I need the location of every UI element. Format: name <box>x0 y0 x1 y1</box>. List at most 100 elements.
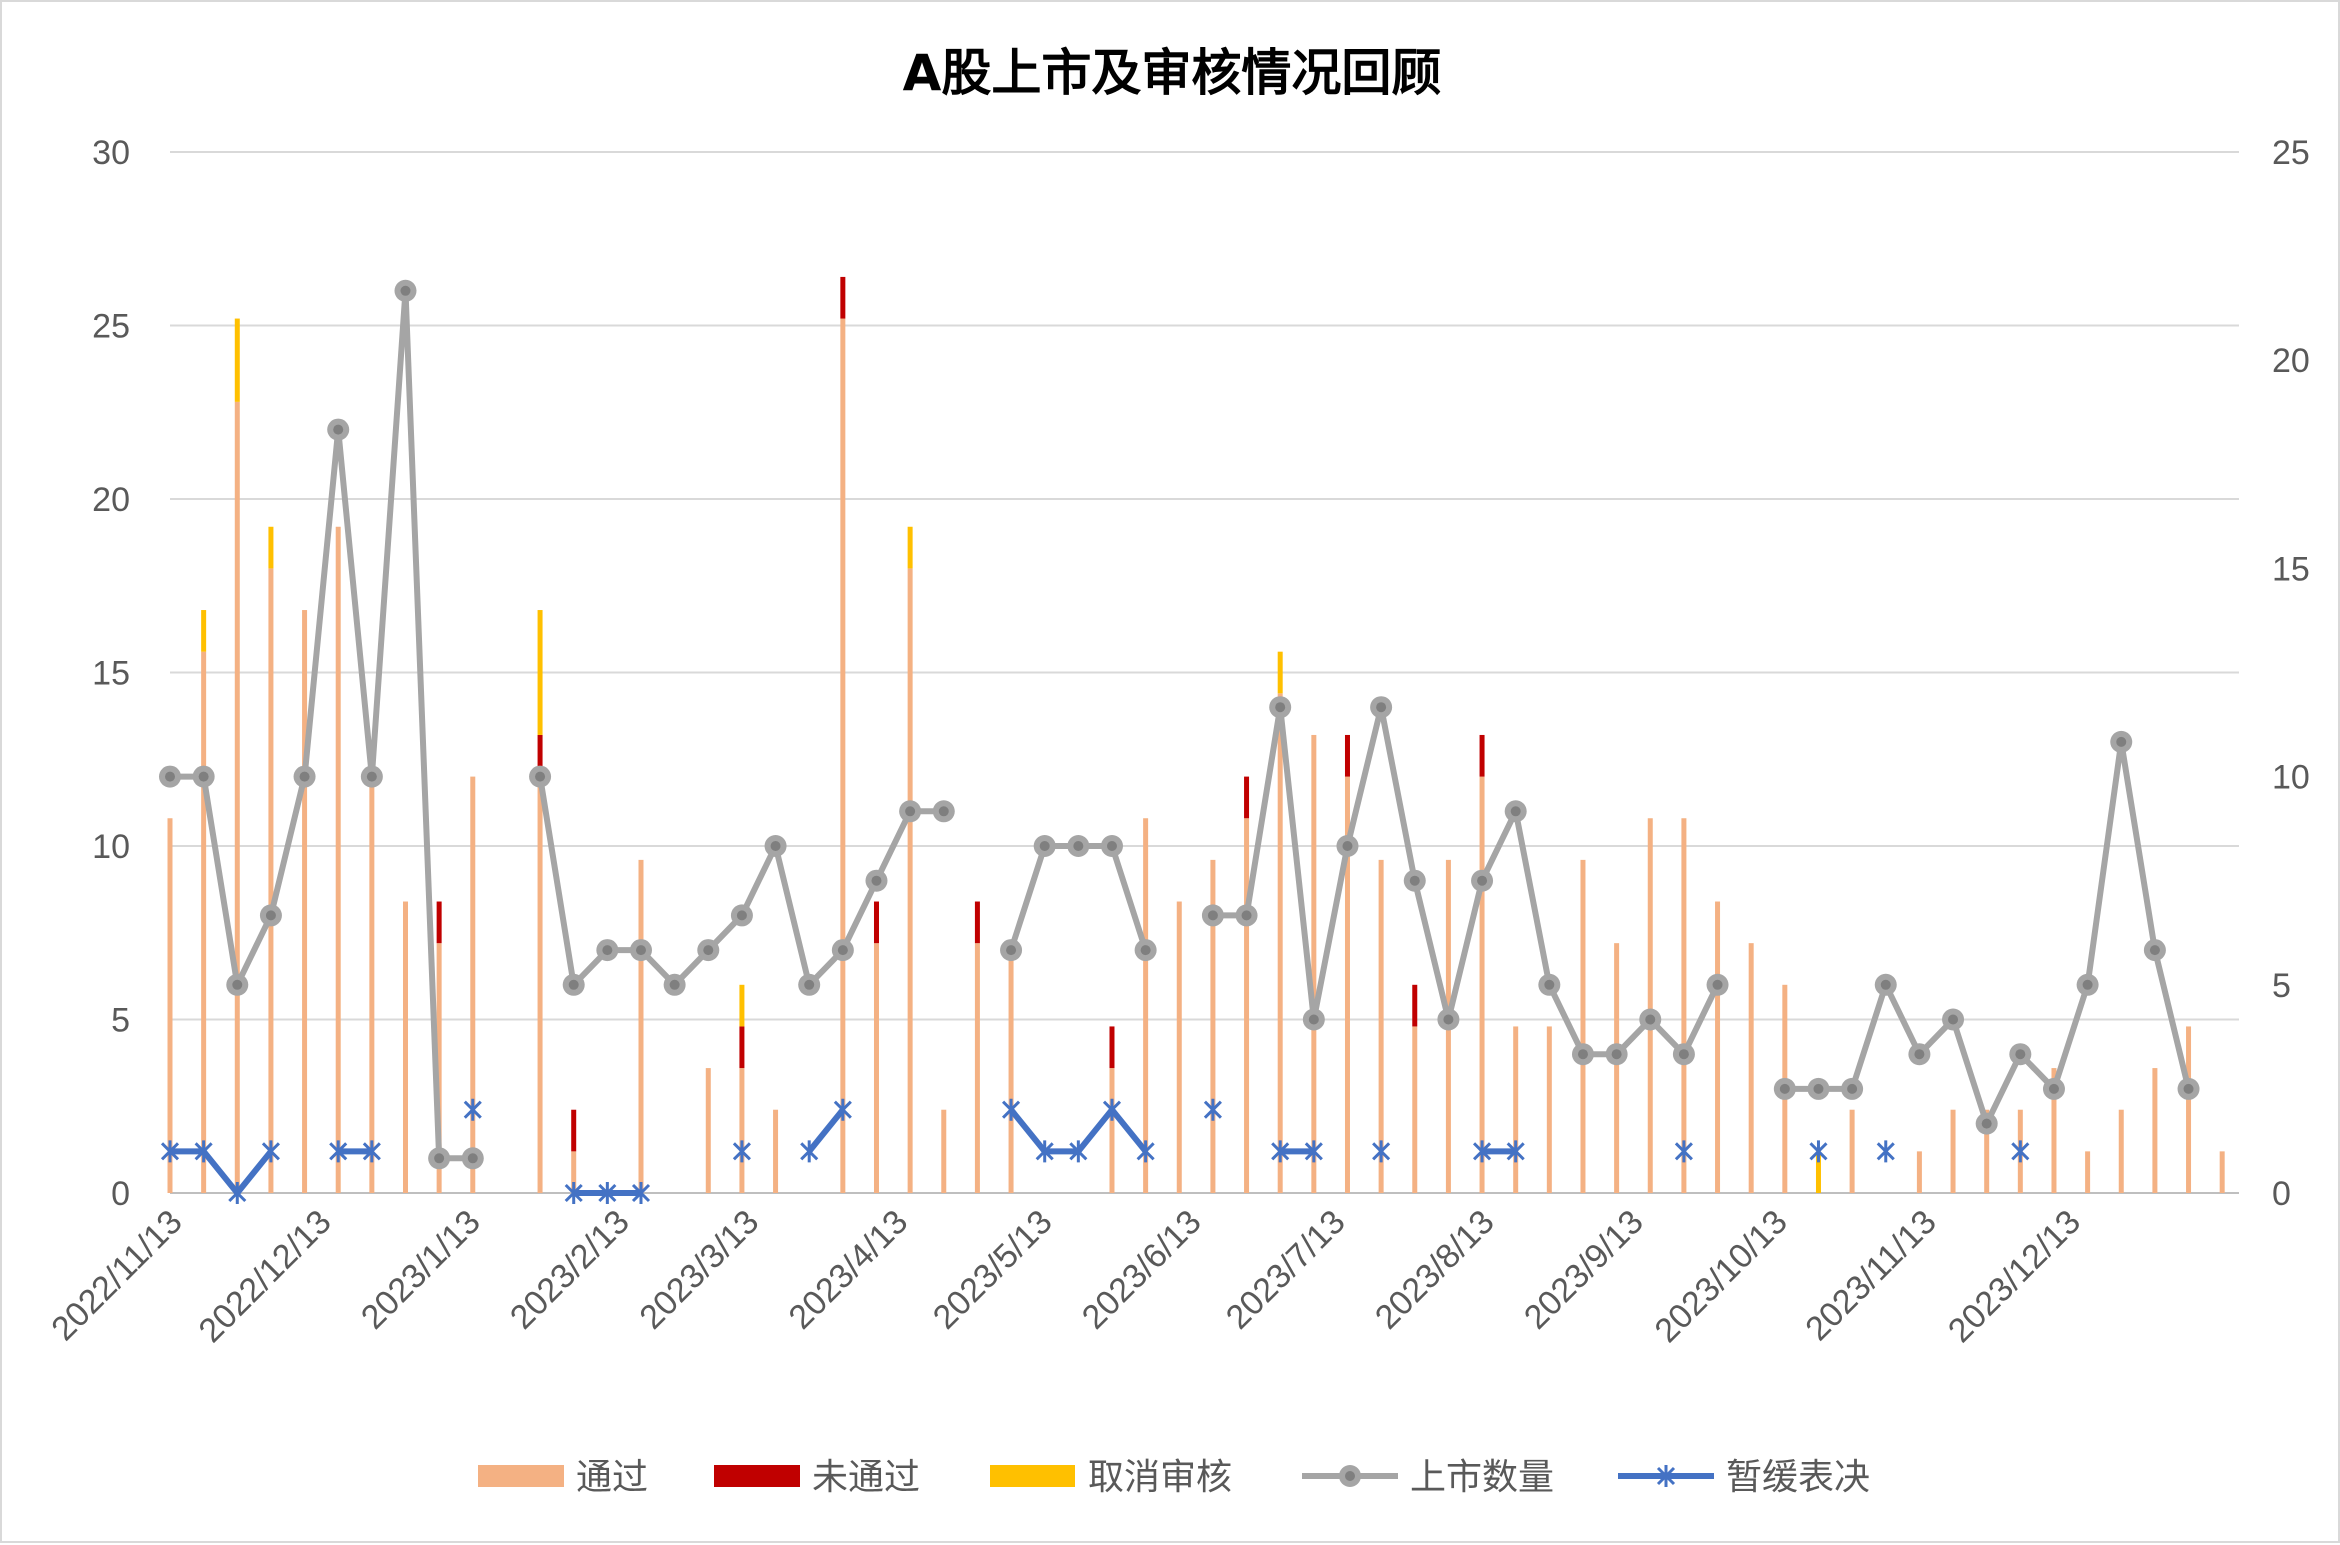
deferred-point <box>194 1140 213 1163</box>
bar-passed <box>638 859 644 1193</box>
bar-passed <box>302 610 308 1193</box>
listed-point-center <box>1544 979 1555 990</box>
deferred-point <box>1271 1140 1290 1163</box>
x-axis-tick-label: 2023/8/13 <box>1368 1203 1502 1337</box>
bar-cancelled <box>1277 651 1283 694</box>
listed-point-center <box>1308 1014 1319 1025</box>
bar-passed <box>268 568 274 1193</box>
bar-passed <box>739 1068 745 1193</box>
left-axis-tick-label: 15 <box>92 655 130 693</box>
deferred-point <box>564 1182 583 1204</box>
legend-label: 通过 <box>576 1457 648 1498</box>
bar-passed <box>335 526 341 1193</box>
bar-passed <box>571 1151 577 1193</box>
listed-point-center <box>1106 841 1117 851</box>
listed-point-center <box>1207 910 1218 921</box>
listed-point-center <box>736 910 747 921</box>
bar-failed <box>974 901 980 944</box>
legend-marker <box>1656 1465 1676 1487</box>
legend-swatch <box>478 1465 564 1487</box>
listed-point-center <box>568 979 579 990</box>
listed-point-center <box>905 806 916 817</box>
x-axis-tick-label: 2022/12/13 <box>191 1203 338 1350</box>
bar-cancelled <box>537 610 543 735</box>
bar-passed <box>2118 1109 2124 1193</box>
bar-passed <box>2152 1068 2158 1193</box>
listed-point-center <box>333 424 344 435</box>
x-axis-tick-label: 2023/5/13 <box>926 1203 1060 1337</box>
bar-passed <box>1479 776 1485 1193</box>
listed-point-center <box>535 771 546 782</box>
deferred-point <box>800 1140 819 1163</box>
legend-label: 取消审核 <box>1088 1457 1232 1498</box>
listed-point-center <box>2183 1083 2194 1094</box>
x-axis-tick-label: 2022/11/13 <box>44 1203 189 1348</box>
legend-label: 上市数量 <box>1410 1457 1554 1498</box>
deferred-point <box>1809 1140 1828 1163</box>
bar-passed <box>1109 1068 1115 1193</box>
listed-point-center <box>1477 875 1488 886</box>
bar-passed <box>1244 818 1250 1193</box>
bar-failed <box>1344 734 1350 777</box>
listed-point-center <box>2149 945 2160 956</box>
listed-point-center <box>1880 979 1891 990</box>
bar-passed <box>1143 818 1149 1193</box>
listed-point-center <box>1611 1049 1622 1060</box>
listed-point-center <box>602 945 613 956</box>
listed-point-center <box>871 875 882 886</box>
bar-passed <box>907 568 913 1193</box>
listed-point-center <box>1039 841 1050 851</box>
bar-passed <box>2085 1151 2091 1193</box>
bar-passed <box>1344 776 1350 1193</box>
listed-point-center <box>467 1153 478 1164</box>
bar-failed <box>1244 776 1250 819</box>
bar-failed <box>537 734 543 777</box>
right-axis-tick-label: 20 <box>2272 342 2310 380</box>
line-series <box>159 279 2200 1204</box>
bar-passed <box>1513 1026 1519 1193</box>
listed-point-center <box>1948 1014 1959 1025</box>
listed-point-center <box>434 1153 445 1164</box>
deferred-point <box>631 1182 651 1204</box>
listed-point-center <box>1712 979 1723 990</box>
bar-passed <box>2186 1026 2192 1193</box>
bar-passed <box>167 818 173 1193</box>
x-axis-tick-label: 2023/2/13 <box>503 1203 637 1337</box>
bar-passed <box>1311 734 1317 1193</box>
deferred-point <box>1372 1140 1391 1163</box>
listed-point-center <box>198 771 209 782</box>
left-axis-tick-label: 5 <box>111 1002 130 1040</box>
listed-point-center <box>938 806 949 817</box>
listed-point-center <box>1409 875 1420 886</box>
listed-point-center <box>232 979 243 990</box>
bar-passed <box>1008 943 1014 1193</box>
listed-line-segment <box>1008 843 1149 952</box>
listed-point-center <box>1645 1014 1656 1025</box>
listed-point-center <box>1577 1049 1588 1060</box>
deferred-point <box>1506 1140 1525 1163</box>
bar-passed <box>2051 1068 2057 1193</box>
deferred-point <box>1876 1140 1895 1163</box>
deferred-point <box>1136 1140 1155 1163</box>
bar-cancelled <box>1815 1151 1821 1193</box>
bar-passed <box>941 1109 947 1193</box>
listed-point-center <box>635 945 646 956</box>
deferred-point <box>1472 1140 1492 1163</box>
gridlines <box>170 151 2239 1194</box>
bar-passed <box>1748 943 1754 1193</box>
listed-point-center <box>1813 1083 1824 1094</box>
bar-passed <box>1580 859 1586 1193</box>
bar-cancelled <box>907 526 913 569</box>
listed-line-segment <box>1784 738 2192 1127</box>
x-axis-tick-label: 2023/6/13 <box>1075 1203 1209 1337</box>
bar-passed <box>1984 1109 1990 1193</box>
bar-failed <box>873 901 879 944</box>
bar-passed <box>201 651 207 1193</box>
x-axis-tick-label: 2023/11/13 <box>1798 1203 1943 1348</box>
bar-passed <box>840 318 846 1193</box>
chart-title: A股上市及审核情况回顾 <box>903 44 1442 102</box>
bar-cancelled <box>268 526 274 569</box>
right-axis-tick-label: 0 <box>2272 1175 2291 1213</box>
listed-point-center <box>837 945 848 956</box>
